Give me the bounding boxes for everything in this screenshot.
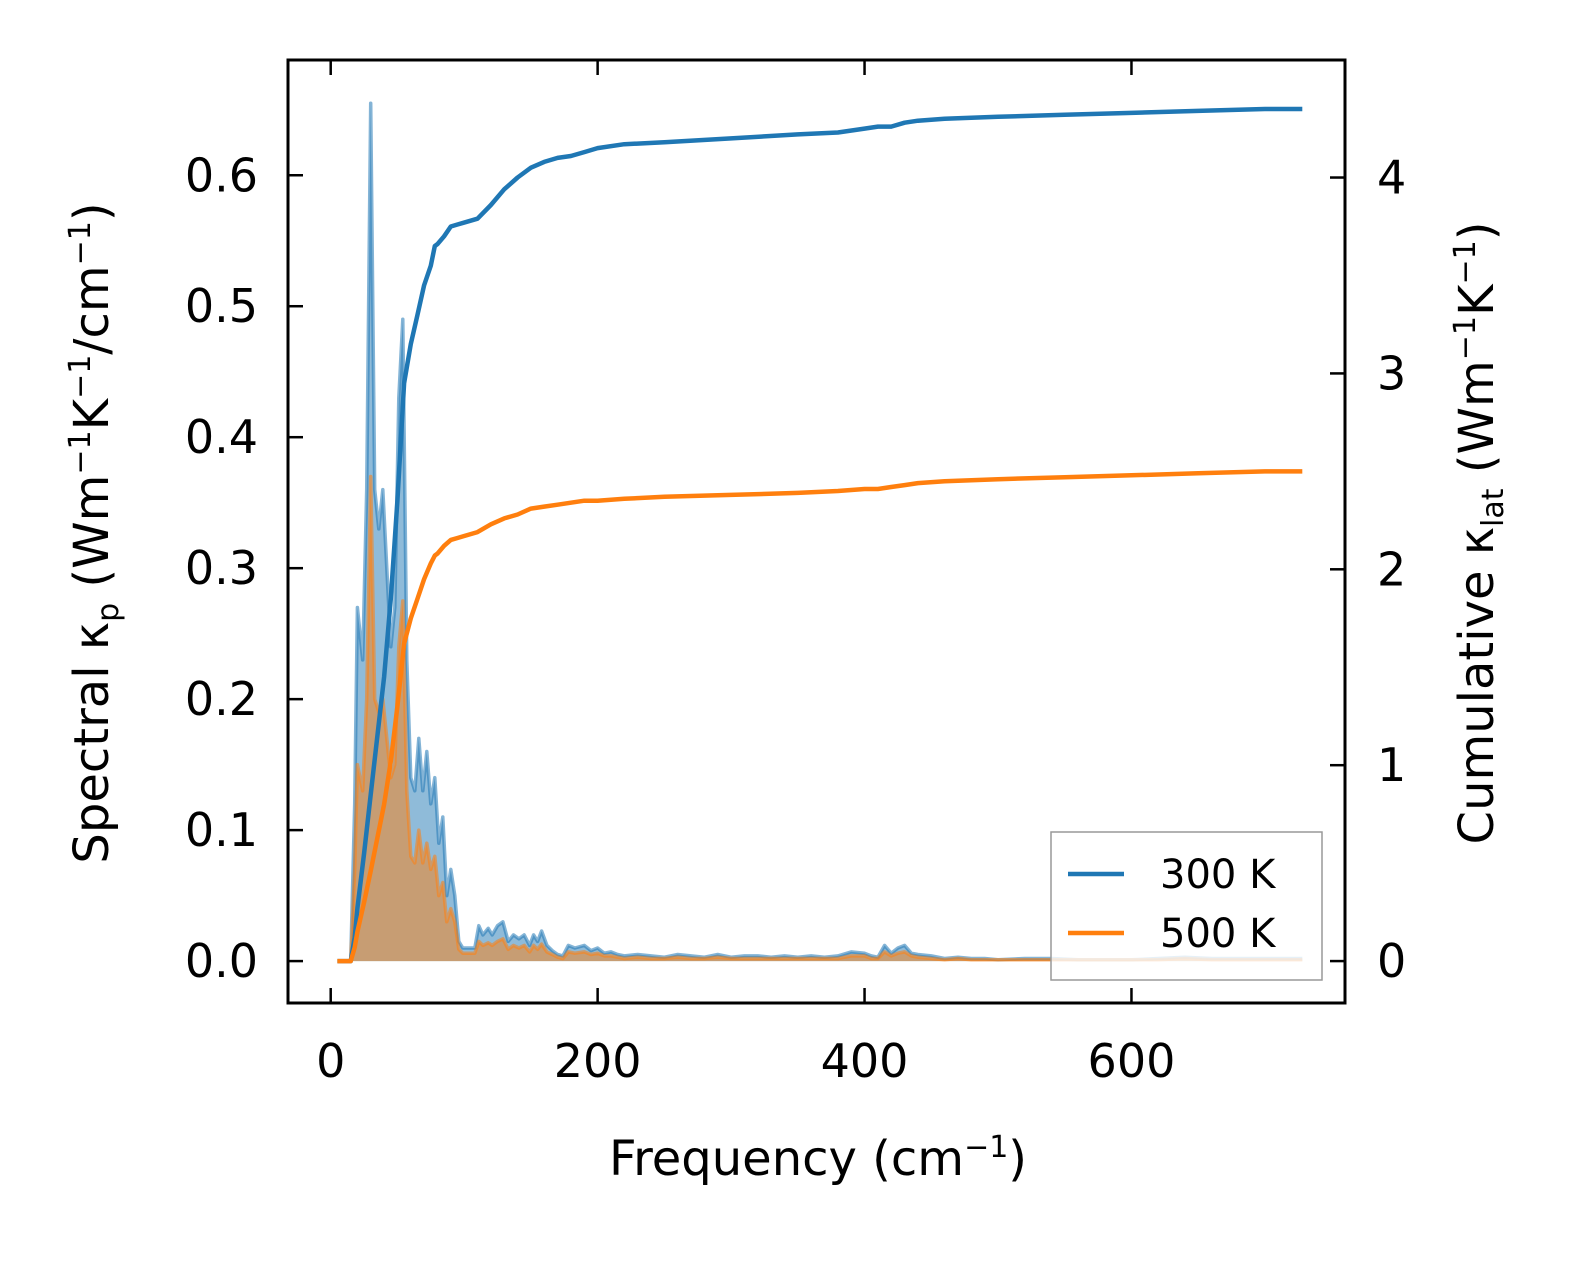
- y-axis-right-title: Cumulative κlat (Wm−1K−1): [1448, 222, 1511, 845]
- y-right-tick-label: 3: [1377, 346, 1406, 400]
- x-tick-label: 600: [1088, 1034, 1176, 1088]
- spectral-area-500k: [337, 476, 1303, 962]
- legend: 300 K 500 K: [1050, 831, 1323, 981]
- y-right-tick-label: 2: [1377, 542, 1406, 596]
- spectral-line-300k: [337, 101, 1303, 963]
- spectral-line-500k: [337, 474, 1303, 963]
- y-left-tick-label: 0.6: [185, 148, 258, 202]
- y-left-tick-label: 0.4: [185, 410, 258, 464]
- y-right-tick-label: 0: [1377, 934, 1406, 988]
- axes-layer: 0 200 400 600 0.0 0.1 0.2 0.3 0.4 0.5 0.6 0 1 2 3 4: [185, 58, 1406, 1088]
- y-axis-left-title: Spectral κp (Wm−1K−1/cm−1): [63, 202, 126, 863]
- y-right-tick-label: 1: [1377, 738, 1406, 792]
- y-left-tick-label: 0.3: [185, 541, 258, 595]
- cumulative-line-300k: [337, 106, 1303, 964]
- plot-frame: [286, 58, 1347, 1005]
- y-left-tick-label: 0.1: [185, 803, 258, 857]
- y-left-tick-label: 0.2: [185, 672, 258, 726]
- cumulative-line-500k: [337, 469, 1303, 964]
- x-axis-title: Frequency (cm−1): [609, 1130, 1027, 1187]
- x-tick-label: 0: [316, 1034, 345, 1088]
- plot-layer: [337, 101, 1303, 964]
- legend-label-300k: 300 K: [1160, 852, 1277, 898]
- legend-frame: [1050, 831, 1323, 981]
- legend-label-500k: 500 K: [1160, 911, 1277, 957]
- x-tick-label: 200: [554, 1034, 642, 1088]
- y-right-tick-label: 4: [1377, 151, 1406, 205]
- y-left-tick-label: 0.5: [185, 279, 258, 333]
- y-left-tick-label: 0.0: [185, 934, 258, 988]
- x-tick-label: 400: [821, 1034, 909, 1088]
- plot-content: [337, 101, 1303, 964]
